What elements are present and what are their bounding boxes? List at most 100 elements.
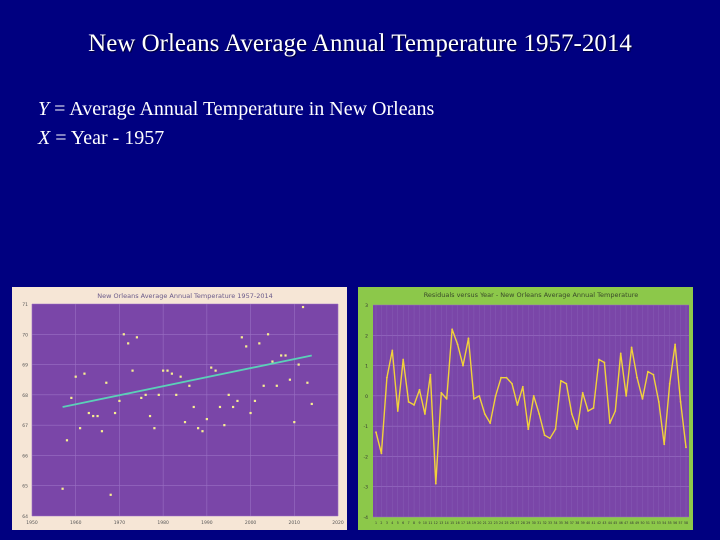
x-tick-label: 34 — [553, 521, 557, 525]
x-tick-label: 35 — [559, 521, 563, 525]
residual-point — [391, 349, 394, 352]
residual-point — [445, 397, 448, 400]
x-tick-label: 1970 — [114, 520, 126, 526]
x-tick-label: 13 — [439, 521, 443, 525]
x-tick-label: 25 — [504, 521, 508, 525]
x-tick-label: 21 — [483, 521, 487, 525]
scatter-chart: New Orleans Average Annual Temperature 1… — [12, 287, 347, 530]
data-point — [258, 342, 261, 345]
y-tick-label: 66 — [22, 453, 28, 459]
residual-point — [375, 431, 377, 434]
x-tick-label: 31 — [537, 521, 541, 525]
residual-point — [527, 428, 530, 431]
y-tick-label: 64 — [22, 514, 28, 520]
x-tick-label: 22 — [488, 521, 492, 525]
x-tick-label: 10 — [423, 521, 427, 525]
residual-point — [560, 379, 562, 382]
x-tick-label: 14 — [445, 521, 449, 525]
y-tick-label: 67 — [22, 423, 28, 429]
residual-point — [657, 401, 660, 403]
x-tick-label: 30 — [532, 521, 536, 525]
data-point — [153, 427, 156, 430]
x-tick-label: 27 — [515, 521, 519, 525]
y-definition-text: = Average Annual Temperature in New Orle… — [49, 98, 435, 120]
x-tick-label: 16 — [456, 521, 460, 525]
data-point — [157, 393, 160, 396]
x-tick-label: 12 — [434, 521, 438, 525]
residual-point — [489, 422, 492, 425]
x-tick-label: 42 — [597, 521, 601, 525]
data-point — [297, 363, 300, 366]
x-variable: X — [38, 127, 51, 149]
data-point — [231, 405, 235, 409]
residual-point — [570, 413, 573, 415]
x-definition-text: = Year - 1957 — [50, 127, 165, 149]
data-point — [166, 369, 169, 372]
x-tick-label: 1 — [375, 521, 377, 525]
data-point — [140, 396, 143, 399]
residual-point — [413, 404, 415, 406]
y-tick-label: 0 — [365, 394, 368, 400]
x-tick-label: 53 — [657, 521, 661, 525]
x-tick-label: 2000 — [245, 520, 257, 526]
data-point — [61, 487, 64, 490]
data-point — [280, 354, 283, 357]
x-tick-label: 32 — [543, 521, 547, 525]
data-point — [205, 417, 208, 421]
data-point — [113, 411, 117, 415]
x-tick-label: 24 — [499, 521, 503, 525]
x-tick-label: 45 — [613, 521, 617, 525]
data-point — [183, 421, 187, 424]
residual-point — [494, 394, 497, 397]
x-tick-label: 44 — [608, 521, 612, 525]
residual-point — [668, 382, 671, 385]
residual-point — [521, 385, 524, 388]
x-tick-label: 26 — [510, 521, 514, 525]
x-tick-label: 36 — [564, 521, 568, 525]
residual-point — [467, 337, 470, 340]
x-tick-label: 1960 — [70, 520, 82, 526]
x-tick-label: 8 — [413, 521, 415, 525]
data-point — [92, 414, 95, 418]
data-point — [245, 345, 248, 348]
data-point — [70, 396, 73, 399]
residual-point — [576, 428, 579, 431]
data-point — [127, 342, 130, 345]
residual-point — [614, 410, 617, 412]
data-point — [105, 381, 108, 384]
x-tick-label: 55 — [668, 521, 672, 525]
y-tick-label: 71 — [22, 302, 28, 308]
data-point — [223, 424, 226, 427]
residual-point — [603, 361, 606, 364]
data-point — [262, 384, 265, 387]
residual-point — [532, 394, 535, 397]
x-tick-label: 9 — [418, 521, 420, 525]
data-point — [197, 427, 200, 430]
data-point — [275, 384, 278, 387]
y-tick-label: 65 — [22, 484, 28, 490]
y-tick-label: -2 — [364, 454, 369, 460]
x-tick-label: 23 — [494, 521, 498, 525]
residual-point — [636, 376, 638, 379]
data-point — [135, 336, 139, 339]
y-tick-label: -3 — [364, 485, 369, 491]
x-tick-label: 50 — [640, 521, 644, 525]
residual-point — [549, 437, 551, 440]
residual-point — [396, 410, 399, 412]
x-tick-label: 41 — [592, 521, 596, 525]
y-tick-label: 69 — [22, 363, 28, 369]
residual-point — [380, 452, 383, 455]
x-tick-label: 2 — [380, 521, 382, 525]
residual-point — [554, 428, 557, 431]
data-point — [240, 336, 243, 339]
x-tick-label: 11 — [428, 521, 432, 525]
residual-point — [685, 446, 687, 449]
data-point — [266, 333, 270, 336]
data-point — [301, 305, 305, 309]
residual-point — [462, 364, 464, 367]
slide-title: New Orleans Average Annual Temperature 1… — [88, 30, 632, 57]
data-point — [144, 393, 147, 396]
y-tick-label: -4 — [364, 515, 369, 521]
x-tick-label: 40 — [586, 521, 590, 525]
x-tick-label: 18 — [466, 521, 470, 525]
